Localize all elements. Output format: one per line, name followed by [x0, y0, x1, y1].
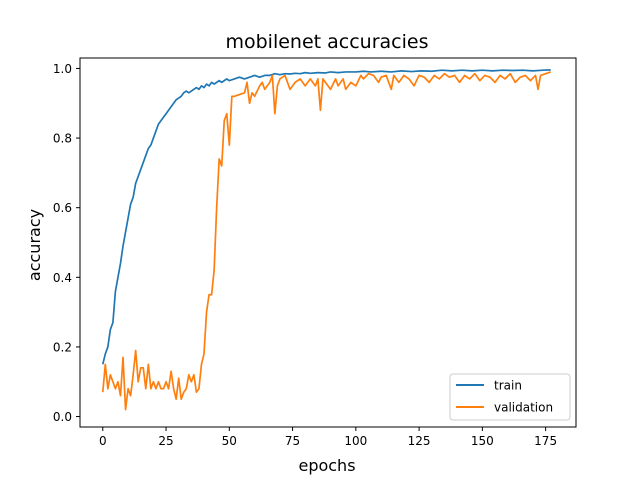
y-tick-label: 0.0 [53, 410, 72, 424]
legend-label-train: train [494, 379, 522, 393]
x-tick-label: 175 [534, 434, 557, 448]
y-tick-label: 0.6 [53, 201, 72, 215]
x-tick-label: 50 [222, 434, 237, 448]
series-line-validation [101, 71, 551, 411]
x-tick-label: 150 [471, 434, 494, 448]
series-layer [101, 68, 551, 411]
y-axis: 0.0 0.2 0.4 0.6 0.8 1.0 [53, 62, 80, 424]
x-axis-title: epochs [298, 456, 355, 475]
chart-title: mobilenet accuracies [225, 31, 428, 53]
y-tick-label: 0.4 [53, 271, 72, 285]
x-tick-label: 0 [99, 434, 107, 448]
x-tick-label: 25 [158, 434, 173, 448]
y-tick-label: 0.8 [53, 132, 72, 146]
legend: train validation [449, 373, 571, 421]
x-axis: 0 25 50 75 100 125 150 175 [99, 427, 557, 448]
y-tick-label: 1.0 [53, 62, 72, 76]
plot-frame [79, 57, 577, 428]
series-line-train [101, 68, 551, 365]
y-axis-title: accuracy [25, 209, 44, 281]
x-tick-label: 125 [408, 434, 431, 448]
x-tick-label: 100 [344, 434, 367, 448]
x-tick-label: 75 [285, 434, 300, 448]
y-tick-label: 0.2 [53, 340, 72, 354]
legend-label-validation: validation [494, 401, 553, 415]
